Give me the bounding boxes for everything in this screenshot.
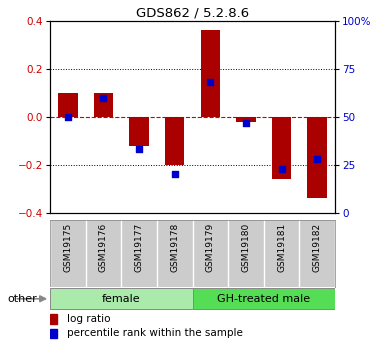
- Text: percentile rank within the sample: percentile rank within the sample: [67, 328, 243, 338]
- Point: [136, 147, 142, 152]
- Text: GSM19175: GSM19175: [64, 223, 72, 273]
- Title: GDS862 / 5.2.8.6: GDS862 / 5.2.8.6: [136, 7, 249, 20]
- Text: other: other: [8, 294, 37, 304]
- Text: GSM19181: GSM19181: [277, 223, 286, 273]
- Text: GSM19178: GSM19178: [170, 223, 179, 273]
- Text: GSM19182: GSM19182: [313, 223, 321, 272]
- Bar: [58, 93, 78, 117]
- FancyBboxPatch shape: [50, 288, 192, 309]
- Bar: [94, 93, 113, 117]
- Text: GH-treated male: GH-treated male: [217, 294, 310, 304]
- Text: log ratio: log ratio: [67, 314, 110, 324]
- Point: [207, 79, 213, 85]
- Bar: [50, 314, 57, 324]
- Bar: [307, 117, 327, 198]
- Bar: [129, 117, 149, 146]
- Text: GSM19179: GSM19179: [206, 223, 215, 273]
- Point: [243, 120, 249, 125]
- Text: GSM19180: GSM19180: [241, 223, 250, 273]
- Point: [278, 166, 285, 171]
- Text: female: female: [102, 294, 141, 304]
- Bar: [272, 117, 291, 179]
- Point: [100, 95, 107, 100]
- Point: [65, 114, 71, 120]
- Bar: [165, 117, 184, 165]
- Text: GSM19176: GSM19176: [99, 223, 108, 273]
- FancyBboxPatch shape: [192, 288, 335, 309]
- Point: [314, 156, 320, 162]
- Bar: [201, 30, 220, 117]
- Text: GSM19177: GSM19177: [135, 223, 144, 273]
- Point: [172, 172, 178, 177]
- Bar: [50, 328, 57, 338]
- Bar: [236, 117, 256, 121]
